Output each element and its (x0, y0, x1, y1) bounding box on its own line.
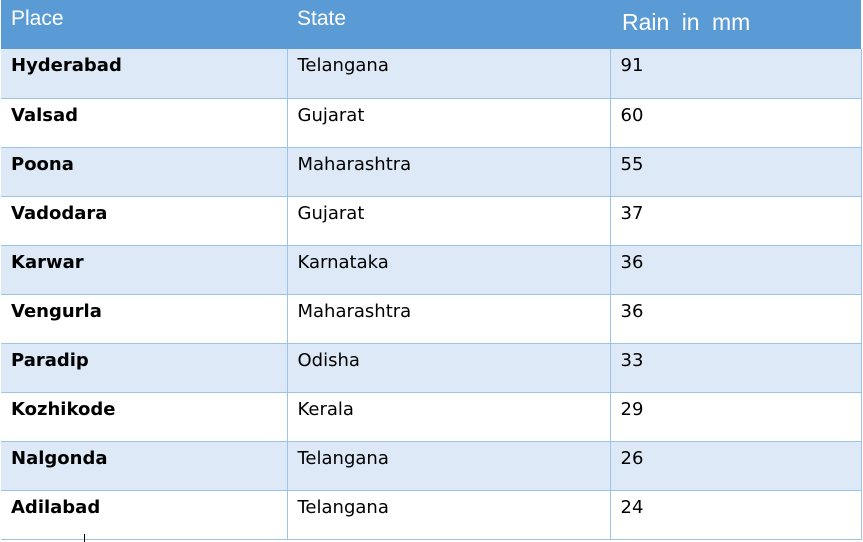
cell-rain: 60 (609, 98, 862, 148)
header-rain: Rain in mm (610, 0, 861, 49)
cell-place: Nalgonda (1, 441, 287, 491)
table-body: Hyderabad Telangana 91 Valsad Gujarat 60… (1, 49, 862, 540)
table-row: Adilabad Telangana 24 (1, 490, 862, 540)
cell-rain: 29 (609, 392, 862, 442)
cell-state: Maharashtra (286, 147, 610, 197)
table-row: Nalgonda Telangana 26 (1, 441, 862, 491)
cell-rain: 33 (609, 343, 862, 393)
cell-state: Maharashtra (286, 294, 610, 344)
header-place: Place (1, 0, 287, 49)
cell-rain: 36 (609, 294, 862, 344)
header-state: State (287, 0, 610, 49)
cell-place: Karwar (1, 245, 287, 295)
text-cursor (84, 534, 85, 542)
table-row: Poona Maharashtra 55 (1, 147, 862, 197)
cell-state: Telangana (286, 49, 610, 99)
table-row: Paradip Odisha 33 (1, 343, 862, 393)
table-header: Place State Rain in mm (1, 0, 861, 49)
table-row: Vadodara Gujarat 37 (1, 196, 862, 246)
cell-rain: 37 (609, 196, 862, 246)
cell-place: Kozhikode (1, 392, 287, 442)
cell-state: Odisha (286, 343, 610, 393)
table-row: Valsad Gujarat 60 (1, 98, 862, 148)
cell-rain: 24 (609, 490, 862, 540)
cell-state: Karnataka (286, 245, 610, 295)
table-row: Karwar Karnataka 36 (1, 245, 862, 295)
cell-rain: 91 (609, 49, 862, 99)
cell-place: Vengurla (1, 294, 287, 344)
cell-state: Gujarat (286, 196, 610, 246)
cell-rain: 36 (609, 245, 862, 295)
cell-place: Paradip (1, 343, 287, 393)
cell-place: Vadodara (1, 196, 287, 246)
cell-rain: 55 (609, 147, 862, 197)
table-row: Hyderabad Telangana 91 (1, 49, 862, 99)
cell-state: Telangana (286, 441, 610, 491)
table-row: Kozhikode Kerala 29 (1, 392, 862, 442)
cell-place: Poona (1, 147, 287, 197)
cell-state: Kerala (286, 392, 610, 442)
cell-state: Gujarat (286, 98, 610, 148)
cell-place: Hyderabad (1, 49, 287, 99)
header-row: Place State Rain in mm (1, 0, 861, 49)
cell-place: Adilabad (1, 490, 287, 540)
table-row: Vengurla Maharashtra 36 (1, 294, 862, 344)
cell-state: Telangana (286, 490, 610, 540)
cell-place: Valsad (1, 98, 287, 148)
cell-rain: 26 (609, 441, 862, 491)
